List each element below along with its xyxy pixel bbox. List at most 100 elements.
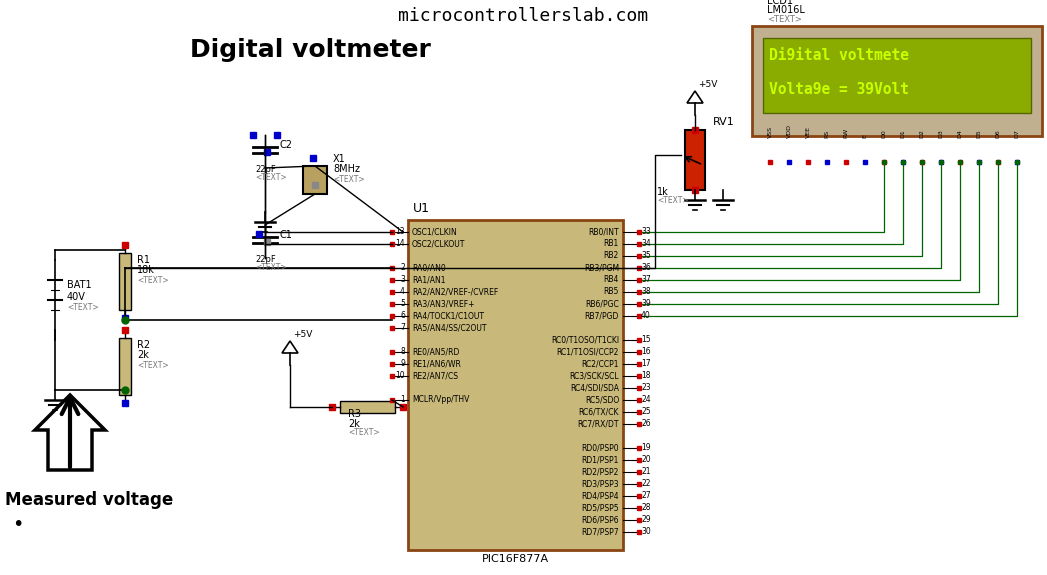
Text: RS: RS (824, 130, 829, 138)
Text: RA4/TOCK1/C1OUT: RA4/TOCK1/C1OUT (413, 312, 484, 320)
Text: RV1: RV1 (713, 117, 735, 127)
Text: OSC2/CLKOUT: OSC2/CLKOUT (413, 240, 465, 248)
Text: D2: D2 (919, 129, 925, 138)
Text: 22pF: 22pF (255, 255, 275, 264)
Text: 33: 33 (641, 228, 651, 236)
Text: 30: 30 (641, 527, 651, 536)
Text: 18: 18 (641, 371, 650, 381)
Text: RB3/PGM: RB3/PGM (584, 263, 619, 273)
Text: 20: 20 (641, 455, 650, 465)
Text: 13: 13 (396, 228, 405, 236)
Text: RE1/AN6/WR: RE1/AN6/WR (413, 359, 461, 369)
Text: <TEXT>: <TEXT> (658, 196, 689, 205)
Text: Di9ital voltmete: Di9ital voltmete (768, 48, 909, 63)
Text: D6: D6 (996, 129, 1001, 138)
Bar (763, 38, 1031, 113)
Text: RA2/AN2/VREF-/CVREF: RA2/AN2/VREF-/CVREF (413, 288, 498, 297)
Text: 29: 29 (641, 516, 650, 524)
Text: RC0/T1OSO/T1CKI: RC0/T1OSO/T1CKI (551, 335, 619, 344)
Text: 16: 16 (641, 347, 650, 356)
Text: •: • (12, 516, 23, 535)
Text: Measured voltage: Measured voltage (5, 491, 173, 509)
Text: VDD: VDD (786, 124, 792, 138)
Text: RD7/PSP7: RD7/PSP7 (581, 527, 619, 536)
Text: <TEXT>: <TEXT> (333, 175, 364, 184)
Text: <TEXT>: <TEXT> (255, 173, 287, 182)
Text: 27: 27 (641, 492, 650, 500)
Text: 37: 37 (641, 275, 651, 285)
Text: <TEXT>: <TEXT> (137, 276, 169, 285)
Text: RC4/SDI/SDA: RC4/SDI/SDA (570, 384, 619, 393)
Text: 34: 34 (641, 240, 651, 248)
Text: 39: 39 (641, 300, 651, 309)
Bar (685, 130, 705, 190)
Text: 8MHz: 8MHz (333, 164, 360, 174)
Text: RC7/RX/DT: RC7/RX/DT (578, 420, 619, 428)
Text: 17: 17 (641, 359, 650, 369)
Text: 36: 36 (641, 263, 651, 273)
Text: RE0/AN5/RD: RE0/AN5/RD (413, 347, 460, 356)
Text: +5V: +5V (698, 80, 717, 89)
Polygon shape (687, 91, 703, 103)
Text: 1k: 1k (658, 187, 669, 197)
Text: 14: 14 (396, 240, 405, 248)
Text: RB7/PGD: RB7/PGD (584, 312, 619, 320)
Text: RC3/SCK/SCL: RC3/SCK/SCL (570, 371, 619, 381)
Text: 6: 6 (400, 312, 405, 320)
Text: D4: D4 (958, 129, 962, 138)
Text: 22pF: 22pF (255, 165, 275, 174)
Text: RA3/AN3/VREF+: RA3/AN3/VREF+ (413, 300, 474, 309)
Text: 15: 15 (641, 335, 650, 344)
Bar (303, 166, 327, 194)
Text: microcontrollerslab.com: microcontrollerslab.com (398, 7, 648, 25)
Text: Digital voltmeter: Digital voltmeter (190, 38, 430, 62)
Text: RD0/PSP0: RD0/PSP0 (581, 443, 619, 453)
Text: RE2/AN7/CS: RE2/AN7/CS (413, 371, 458, 381)
Text: U1: U1 (413, 202, 430, 215)
Text: 35: 35 (641, 251, 651, 260)
Text: 3: 3 (400, 275, 405, 285)
Text: 21: 21 (641, 467, 650, 477)
Text: 38: 38 (641, 288, 650, 297)
Text: C2: C2 (279, 140, 292, 150)
Text: 24: 24 (641, 396, 650, 404)
Text: Volta9e = 39Volt: Volta9e = 39Volt (768, 82, 909, 98)
Text: 9: 9 (400, 359, 405, 369)
Text: D1: D1 (900, 129, 906, 138)
Bar (119, 253, 131, 310)
Text: MCLR/Vpp/THV: MCLR/Vpp/THV (413, 396, 469, 404)
Text: D0: D0 (882, 129, 887, 138)
Text: RD6/PSP6: RD6/PSP6 (581, 516, 619, 524)
Text: +5V: +5V (293, 330, 312, 339)
Text: 18k: 18k (137, 265, 155, 275)
Text: R3: R3 (348, 409, 361, 419)
Text: RD5/PSP5: RD5/PSP5 (581, 504, 619, 512)
Text: 4: 4 (400, 288, 405, 297)
Text: 40: 40 (641, 312, 651, 320)
Text: RD4/PSP4: RD4/PSP4 (581, 492, 619, 500)
Text: OSC1/CLKIN: OSC1/CLKIN (413, 228, 458, 236)
Text: <TEXT>: <TEXT> (255, 263, 287, 272)
Text: RC2/CCP1: RC2/CCP1 (581, 359, 619, 369)
Bar (408, 220, 623, 550)
Text: 26: 26 (641, 420, 650, 428)
Bar (340, 401, 395, 413)
Text: RD2/PSP2: RD2/PSP2 (582, 467, 619, 477)
Text: RW: RW (844, 128, 848, 138)
Text: RB6/PGC: RB6/PGC (585, 300, 619, 309)
Text: 5: 5 (400, 300, 405, 309)
Text: PIC16F877A: PIC16F877A (482, 554, 549, 564)
Text: 1: 1 (400, 396, 405, 404)
Text: RA0/AN0: RA0/AN0 (413, 263, 446, 273)
Text: <TEXT>: <TEXT> (767, 15, 802, 24)
Text: RB0/INT: RB0/INT (588, 228, 619, 236)
Text: 23: 23 (641, 384, 650, 393)
Text: RA1/AN1: RA1/AN1 (413, 275, 446, 285)
Text: R2: R2 (137, 340, 150, 350)
Text: VEE: VEE (805, 126, 810, 138)
Text: RC5/SDO: RC5/SDO (585, 396, 619, 404)
Text: E: E (863, 134, 868, 138)
Text: 40V: 40V (67, 292, 86, 302)
Text: 2: 2 (400, 263, 405, 273)
Text: D3: D3 (938, 129, 943, 138)
